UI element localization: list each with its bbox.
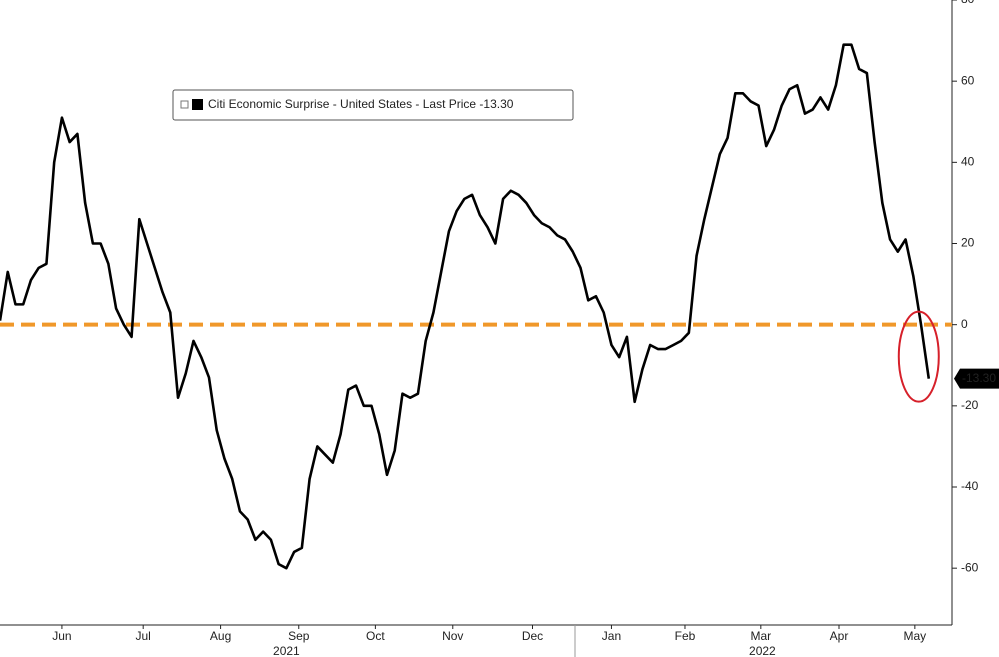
year-label: 2022	[749, 644, 776, 657]
legend-swatch	[192, 99, 203, 110]
x-tick-label: Feb	[675, 629, 696, 643]
legend-expander	[180, 100, 189, 109]
x-tick-label: Mar	[750, 629, 771, 643]
x-tick-label: Jun	[52, 629, 71, 643]
y-tick-label: 40	[961, 155, 975, 169]
x-tick-label: Aug	[210, 629, 231, 643]
y-tick-label: -40	[961, 479, 979, 493]
x-tick-label: Nov	[442, 629, 463, 643]
last-value-label: -13.30	[962, 371, 996, 385]
legend-label: Citi Economic Surprise - United States -…	[208, 97, 514, 111]
y-tick-label: 80	[961, 0, 975, 6]
x-tick-label: Apr	[830, 629, 849, 643]
highlight-circle	[897, 310, 940, 403]
legend-box	[172, 89, 574, 121]
y-tick-label: 60	[961, 73, 975, 87]
x-tick-label: May	[904, 629, 927, 643]
y-tick-label: 20	[961, 236, 975, 250]
y-tick-label: 0	[961, 317, 968, 331]
year-label: 2021	[273, 644, 300, 657]
x-tick-label: Oct	[366, 629, 385, 643]
line	[0, 43, 931, 570]
legend: Citi Economic Surprise - United States -…	[172, 89, 574, 121]
y-tick-label: -60	[961, 560, 979, 574]
x-tick-label: Sep	[288, 629, 310, 643]
y-tick-label: -20	[961, 398, 979, 412]
x-tick-label: Jul	[136, 629, 151, 643]
x-tick-label: Dec	[522, 629, 543, 643]
x-tick-label: Jan	[602, 629, 621, 643]
last-value-box	[954, 368, 999, 389]
